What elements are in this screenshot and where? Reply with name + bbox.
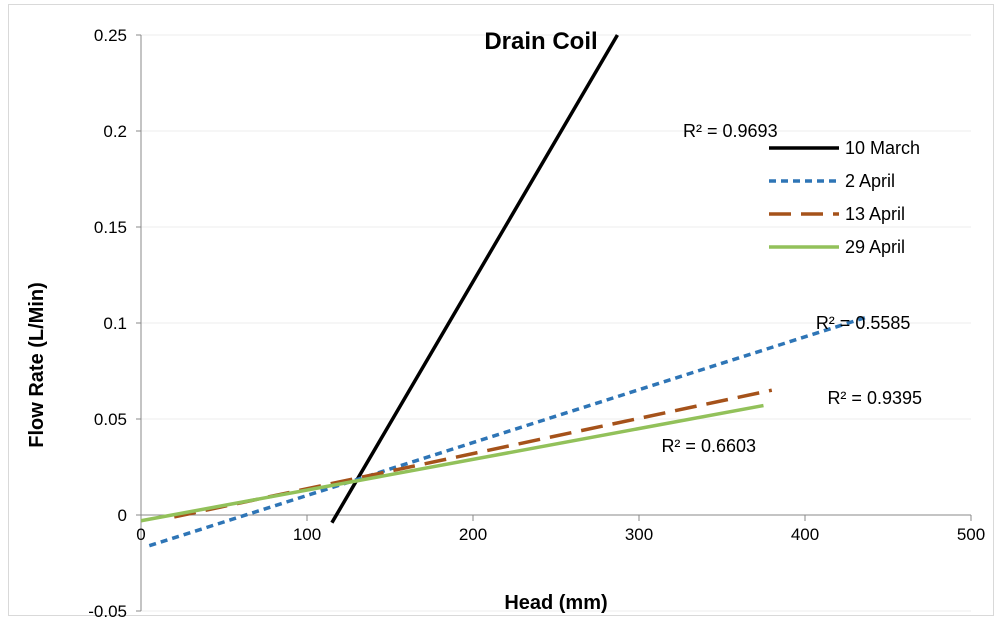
chart-title: Drain Coil xyxy=(484,28,597,55)
y-tick-label: 0 xyxy=(118,506,127,525)
y-tick-label: 0.15 xyxy=(94,218,127,237)
series-line xyxy=(330,34,619,524)
r-squared-label: R² = 0.9395 xyxy=(827,388,922,408)
chart-frame: -0.05 0 0.05 0.1 0.15 0.2 0.25 0 100 200 300 400 500… xyxy=(8,4,994,621)
y-tick-label: 0.05 xyxy=(94,410,127,429)
x-tick-label: 300 xyxy=(625,525,653,544)
x-axis-title: Head (mm) xyxy=(504,592,607,614)
line-chart: -0.05 0 0.05 0.1 0.15 0.2 0.25 0 100 200 300 400 500… xyxy=(26,26,985,621)
y-tick-label: 0.2 xyxy=(103,122,127,141)
r-squared-label: R² = 0.6603 xyxy=(661,436,756,456)
x-tick-label: 500 xyxy=(957,525,985,544)
legend-label: 10 March xyxy=(845,138,920,158)
y-axis-title: Flow Rate (L/Min) xyxy=(26,282,48,448)
x-tick-label: 0 xyxy=(136,525,145,544)
x-tick-label: 400 xyxy=(791,525,819,544)
series-line xyxy=(140,403,764,523)
y-tick-label: 0.1 xyxy=(103,314,127,333)
r-squared-labels: R² = 0.9693 R² = 0.5585 R² = 0.9395 R² = 0.… xyxy=(661,121,922,456)
gridlines xyxy=(141,34,971,612)
axes: -0.05 0 0.05 0.1 0.15 0.2 0.25 0 100 200 300 400 500 xyxy=(88,26,985,621)
series-line xyxy=(148,315,867,548)
x-tick-label: 200 xyxy=(459,525,487,544)
legend-label: 13 April xyxy=(845,204,905,224)
r-squared-label: R² = 0.9693 xyxy=(683,121,778,141)
r-squared-label: R² = 0.5585 xyxy=(816,313,911,333)
x-tick-label: 100 xyxy=(293,525,321,544)
legend-label: 29 April xyxy=(845,237,905,257)
legend-label: 2 April xyxy=(845,171,895,191)
y-tick-label: -0.05 xyxy=(88,602,127,617)
series-lines xyxy=(140,34,867,548)
legend: 10 March 2 April 13 April 29 April xyxy=(769,138,920,257)
y-tick-label: 0.25 xyxy=(94,26,127,45)
